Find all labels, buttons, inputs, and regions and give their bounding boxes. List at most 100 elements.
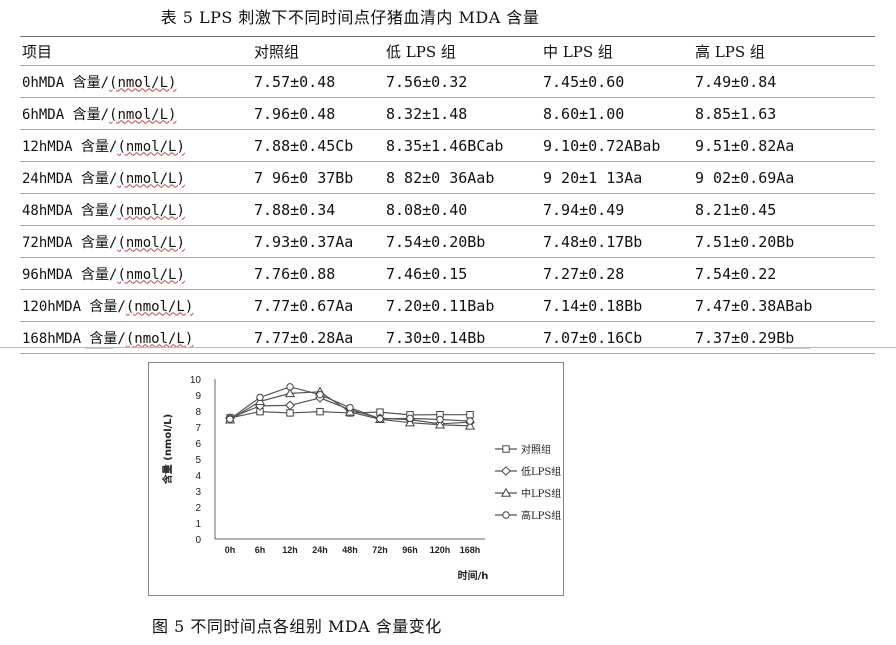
table-row: 0hMDA 含量/(nmol/L) 7.57±0.48 7.56±0.32 7.45±…: [20, 65, 875, 98]
legend-marker-circle: [502, 511, 510, 519]
data-point-square: [286, 409, 294, 417]
y-tick-label: 1: [195, 519, 201, 530]
table-row: 120hMDA 含量/(nmol/L) 7.77±0.67Aa 7.20±0.11B…: [20, 289, 875, 322]
cell-control: 7.77±0.28Aa: [248, 321, 384, 354]
table-header-row: 项目 对照组 低 LPS 组 中 LPS 组 高 LPS 组: [20, 36, 875, 66]
row-unit: (nmol/L): [125, 330, 194, 347]
row-label-text: 24hMDA 含量/: [22, 170, 118, 187]
row-label: 48hMDA 含量/(nmol/L): [20, 193, 248, 226]
table-caption: 表 5 LPS 刺激下不同时间点仔猪血清内 MDA 含量: [160, 8, 540, 27]
legend-marker-square: [502, 445, 510, 453]
page-divider: [0, 347, 896, 348]
chart-canvas: 0 1 2 3 4 5 6 7 8 9 10 0h 6h 12h 24h 48h 72h 96h 120h 168h 含…: [161, 375, 561, 582]
data-point-circle: [316, 390, 324, 399]
header-low-lps: 低 LPS 组: [384, 36, 541, 66]
row-label-text: 72hMDA 含量/: [22, 234, 118, 251]
table-row: 72hMDA 含量/(nmol/L) 7.93±0.37Aa 7.54±0.20Bb…: [20, 225, 875, 258]
x-tick-label: 6h: [255, 545, 266, 555]
cell-mid-lps: 9.10±0.72ABab: [541, 129, 693, 162]
data-point-circle: [256, 393, 264, 402]
cell-low-lps: 8.35±1.46BCab: [384, 129, 541, 162]
row-label: 120hMDA 含量/(nmol/L): [20, 289, 248, 322]
cell-high-lps: 8.21±0.45: [693, 193, 875, 226]
header-high-lps: 高 LPS 组: [693, 36, 875, 66]
x-tick-label: 120h: [430, 545, 451, 555]
divider-mark-left: [85, 348, 113, 355]
row-unit: (nmol/L): [117, 234, 185, 251]
cell-mid-lps: 7.27±0.28: [541, 257, 693, 290]
cell-high-lps: 7.49±0.84: [693, 65, 875, 98]
legend-marker-triangle: [500, 487, 512, 497]
cell-mid-lps: 7.45±0.60: [541, 65, 693, 98]
cell-mid-lps: 7.14±0.18Bb: [541, 289, 693, 322]
y-tick-label: 10: [190, 375, 202, 386]
cell-control: 7 96±0 37Bb: [248, 161, 384, 194]
data-point-circle: [436, 415, 444, 424]
cell-control: 7.96±0.48: [248, 97, 384, 130]
row-label-text: 168hMDA 含量/: [22, 330, 126, 347]
row-unit: (nmol/L): [109, 106, 177, 123]
cell-low-lps: 7.30±0.14Bb: [384, 321, 541, 354]
x-tick-label: 24h: [312, 545, 328, 555]
header-control: 对照组: [248, 36, 384, 66]
x-tick-label: 168h: [460, 545, 481, 555]
row-label: 6hMDA 含量/(nmol/L): [20, 97, 248, 130]
table-row: 24hMDA 含量/(nmol/L) 7 96±0 37Bb 8 82±0 36Aa…: [20, 161, 875, 194]
table-row: 48hMDA 含量/(nmol/L) 7.88±0.34 8.08±0.40 7.94…: [20, 193, 875, 226]
cell-mid-lps: 7.94±0.49: [541, 193, 693, 226]
row-label-text: 0hMDA 含量/: [22, 74, 110, 91]
y-tick-label: 5: [195, 455, 201, 466]
row-label: 96hMDA 含量/(nmol/L): [20, 257, 248, 290]
data-point-square: [466, 410, 474, 419]
divider-mark-right: [782, 348, 810, 355]
x-tick-label: 72h: [372, 545, 388, 555]
data-point-circle: [406, 414, 414, 423]
data-point-circle: [346, 403, 354, 412]
cell-control: 7.76±0.88: [248, 257, 384, 290]
data-point-triangle: [284, 388, 296, 398]
legend-label: 低LPS组: [521, 465, 561, 478]
data-point-triangle: [464, 420, 476, 430]
cell-high-lps: 8.85±1.63: [693, 97, 875, 130]
row-unit: (nmol/L): [117, 170, 185, 187]
cell-control: 7.57±0.48: [248, 65, 384, 98]
legend-label: 对照组: [521, 443, 551, 456]
y-tick-label: 7: [195, 423, 201, 434]
data-point-triangle: [434, 419, 446, 429]
legend-label: 中LPS组: [521, 487, 561, 500]
table-row: 168hMDA 含量/(nmol/L) 7.77±0.28Aa 7.30±0.14B…: [20, 321, 875, 354]
data-point-triangle: [344, 406, 356, 416]
row-label-text: 12hMDA 含量/: [22, 138, 118, 155]
cell-high-lps: 7.47±0.38ABab: [693, 289, 875, 322]
cell-control: 7.77±0.67Aa: [248, 289, 384, 322]
row-unit: (nmol/L): [117, 138, 185, 155]
cell-mid-lps: 9 20±1 13Aa: [541, 161, 693, 194]
cell-high-lps: 7.51±0.20Bb: [693, 225, 875, 258]
cell-low-lps: 8.32±1.48: [384, 97, 541, 130]
row-label: 24hMDA 含量/(nmol/L): [20, 161, 248, 194]
cell-mid-lps: 8.60±1.00: [541, 97, 693, 130]
data-point-triangle: [404, 417, 416, 427]
data-point-circle: [376, 415, 384, 423]
row-unit: (nmol/L): [117, 202, 185, 219]
cell-high-lps: 9 02±0.69Aa: [693, 161, 875, 194]
cell-high-lps: 7.54±0.22: [693, 257, 875, 290]
cell-mid-lps: 7.48±0.17Bb: [541, 225, 693, 258]
cell-low-lps: 8.08±0.40: [384, 193, 541, 226]
cell-high-lps: 9.51±0.82Aa: [693, 129, 875, 162]
figure-caption: 图 5 不同时间点各组别 MDA 含量变化: [152, 617, 442, 636]
legend-label: 高LPS组: [521, 509, 561, 522]
y-tick-label: 2: [195, 503, 201, 514]
cell-low-lps: 8 82±0 36Aab: [384, 161, 541, 194]
cell-control: 7.88±0.34: [248, 193, 384, 226]
y-tick-label: 3: [195, 487, 201, 498]
legend-marker-diamond: [501, 466, 511, 476]
row-label-text: 6hMDA 含量/: [22, 106, 110, 123]
x-tick-label: 0h: [225, 545, 236, 555]
y-tick-label: 8: [195, 407, 201, 418]
data-point-square: [316, 407, 324, 416]
x-tick-label: 12h: [282, 545, 298, 555]
data-point-circle: [226, 415, 234, 423]
row-unit: (nmol/L): [125, 298, 194, 315]
header-mid-lps: 中 LPS 组: [541, 36, 693, 66]
